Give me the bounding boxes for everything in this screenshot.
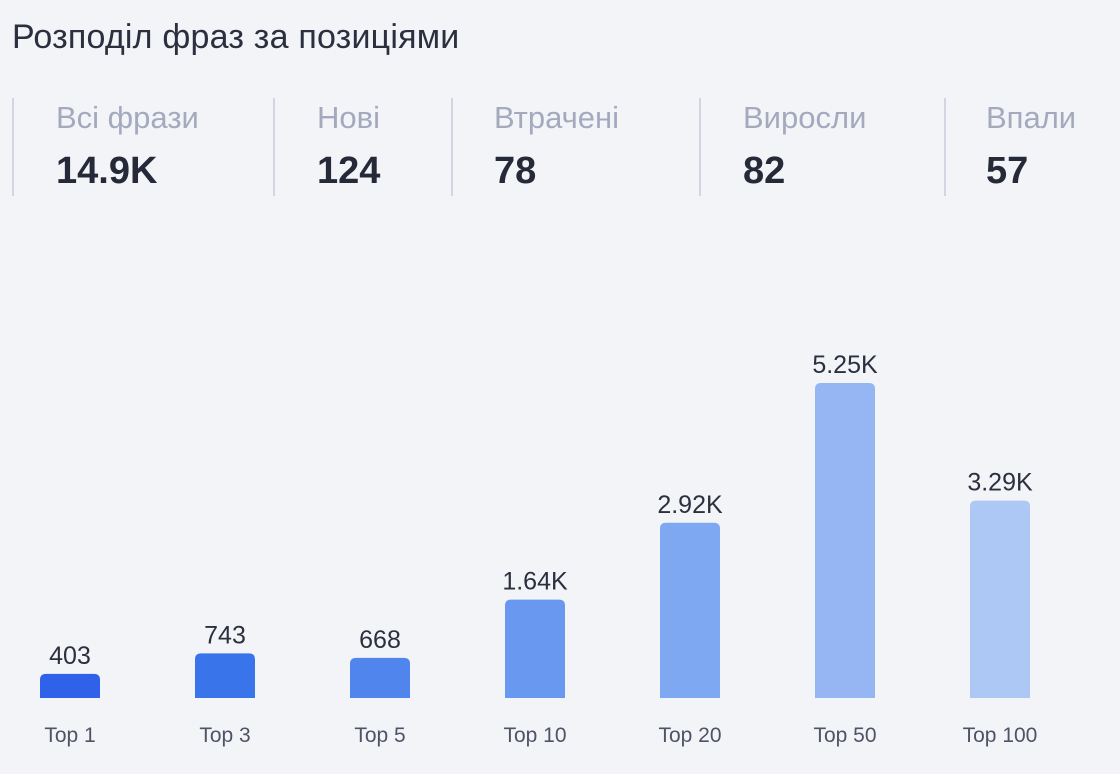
bar-value-label: 3.29K <box>967 469 1033 497</box>
stat-label: Всі фрази <box>56 100 199 135</box>
stat-fell[interactable]: Впали 57 <box>944 98 1120 196</box>
bar-value-label: 743 <box>204 621 246 649</box>
bar-top-3[interactable] <box>195 653 255 698</box>
stat-new[interactable]: Нові 124 <box>273 98 451 196</box>
stat-all-phrases[interactable]: Всі фрази 14.9K <box>12 98 274 196</box>
bar-value-label: 1.64K <box>502 568 568 596</box>
bar-value-label: 2.92K <box>657 491 723 519</box>
category-label: Top 3 <box>199 724 250 747</box>
bar-value-label: 5.25K <box>812 351 878 379</box>
bar-value-label: 403 <box>49 642 91 670</box>
bar-top-1[interactable] <box>40 673 100 698</box>
bar-top-20[interactable] <box>660 522 720 698</box>
stat-value: 82 <box>743 150 786 192</box>
stats-row: Всі фрази 14.9K Нові 124 Втрачені 78 Вир… <box>0 98 1120 196</box>
stat-lost[interactable]: Втрачені 78 <box>451 98 699 196</box>
bar-top-5[interactable] <box>350 657 410 698</box>
widget-title: Розподіл фраз за позиціями <box>12 18 460 56</box>
stat-value: 57 <box>986 150 1029 192</box>
category-label: Top 100 <box>963 724 1038 747</box>
category-label: Top 5 <box>354 724 405 747</box>
category-label: Top 10 <box>503 724 566 747</box>
stat-label: Впали <box>986 100 1077 135</box>
stat-value: 124 <box>317 150 381 192</box>
category-label: Top 50 <box>813 724 876 747</box>
category-label: Top 20 <box>658 724 721 747</box>
stat-label: Виросли <box>743 100 867 135</box>
bar-value-label: 668 <box>359 626 401 654</box>
bar-top-100[interactable] <box>970 500 1030 698</box>
bar-top-10[interactable] <box>505 599 565 698</box>
category-label: Top 1 <box>44 724 95 747</box>
stat-label: Втрачені <box>494 100 620 135</box>
stat-label: Нові <box>317 100 380 135</box>
stat-value: 14.9K <box>56 150 158 192</box>
bar-top-50[interactable] <box>815 383 875 698</box>
stat-value: 78 <box>494 150 537 192</box>
stat-grew[interactable]: Виросли 82 <box>699 98 944 196</box>
